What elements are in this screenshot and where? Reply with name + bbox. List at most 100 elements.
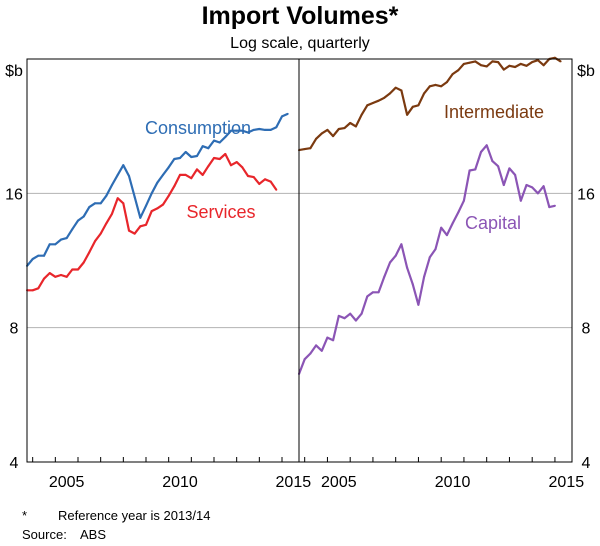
- data-point-consumption: [167, 166, 170, 169]
- data-point-consumption: [207, 147, 210, 150]
- data-point-services: [122, 202, 125, 205]
- data-point-services: [218, 158, 221, 160]
- data-point-capital: [354, 319, 357, 322]
- data-point-intermediate: [491, 60, 494, 63]
- data-point-services: [179, 173, 181, 176]
- data-point-services: [139, 225, 142, 228]
- data-point-intermediate: [406, 113, 409, 116]
- data-point-intermediate: [485, 65, 488, 68]
- data-point-capital: [337, 314, 340, 317]
- data-point-intermediate: [445, 81, 448, 84]
- data-point-consumption: [94, 202, 96, 205]
- data-point-services: [269, 180, 272, 183]
- data-point-consumption: [31, 258, 34, 260]
- data-point-capital: [377, 291, 380, 294]
- data-point-capital: [400, 243, 403, 246]
- data-point-services: [111, 212, 113, 215]
- data-point-intermediate: [497, 61, 500, 64]
- data-point-services: [94, 240, 96, 243]
- data-point-capital: [434, 248, 437, 251]
- data-point-intermediate: [474, 60, 477, 63]
- data-point-capital: [468, 169, 471, 172]
- data-point-capital: [525, 184, 528, 186]
- chart-title: Import Volumes*: [202, 2, 399, 30]
- data-point-capital: [326, 336, 329, 339]
- data-point-consumption: [230, 129, 232, 132]
- data-point-intermediate: [440, 85, 443, 88]
- data-point-capital: [371, 291, 374, 294]
- data-point-intermediate: [525, 64, 528, 67]
- data-point-services: [145, 223, 147, 226]
- data-point-intermediate: [542, 64, 545, 67]
- data-point-capital: [303, 358, 306, 361]
- data-point-capital: [451, 222, 454, 225]
- data-point-consumption: [60, 238, 62, 241]
- x-tick-label-right: 2010: [435, 474, 471, 491]
- data-point-services: [77, 268, 79, 271]
- source-label: Source:: [22, 527, 67, 542]
- data-point-services: [207, 165, 210, 168]
- data-point-consumption: [264, 128, 266, 131]
- data-point-capital: [553, 204, 556, 207]
- data-point-services: [71, 268, 74, 271]
- data-point-capital: [366, 295, 369, 298]
- data-point-capital: [519, 199, 522, 202]
- data-point-consumption: [196, 155, 198, 157]
- data-point-services: [82, 261, 85, 264]
- data-point-services: [99, 232, 102, 235]
- data-point-intermediate: [536, 59, 539, 62]
- data-point-capital: [428, 256, 431, 259]
- data-point-intermediate: [354, 125, 357, 128]
- data-point-capital: [411, 283, 414, 286]
- data-point-consumption: [105, 194, 108, 197]
- data-point-intermediate: [508, 64, 511, 67]
- data-point-capital: [531, 186, 534, 189]
- data-point-consumption: [252, 128, 255, 131]
- data-point-intermediate: [343, 127, 346, 130]
- y-unit-label-right: $b: [577, 63, 595, 80]
- data-point-consumption: [37, 254, 40, 257]
- data-point-services: [230, 164, 232, 167]
- data-point-capital: [406, 266, 409, 269]
- data-point-intermediate: [519, 62, 522, 65]
- data-point-consumption: [286, 112, 289, 115]
- x-tick-label-left: 2015: [276, 474, 312, 491]
- data-point-intermediate: [502, 68, 505, 71]
- data-point-capital: [502, 184, 505, 186]
- footnote-text: Reference year is 2013/14: [58, 508, 211, 523]
- data-point-consumption: [179, 157, 181, 159]
- data-point-capital: [542, 185, 545, 188]
- data-point-services: [235, 161, 238, 164]
- data-point-capital: [491, 160, 494, 163]
- data-point-consumption: [82, 215, 85, 218]
- data-point-consumption: [224, 136, 227, 138]
- data-point-capital: [440, 226, 443, 229]
- data-point-consumption: [235, 129, 238, 132]
- data-point-intermediate: [559, 60, 562, 63]
- data-point-services: [247, 175, 249, 177]
- data-point-intermediate: [423, 92, 426, 95]
- data-point-services: [184, 173, 187, 176]
- data-point-intermediate: [303, 148, 306, 151]
- data-point-intermediate: [451, 73, 454, 76]
- data-point-consumption: [133, 196, 136, 198]
- data-point-capital: [394, 254, 397, 257]
- data-point-consumption: [156, 181, 159, 184]
- data-point-consumption: [213, 139, 215, 142]
- data-point-services: [128, 229, 130, 232]
- data-point-services: [48, 272, 51, 275]
- data-point-capital: [309, 352, 312, 355]
- data-point-services: [264, 178, 266, 181]
- data-point-capital: [423, 275, 426, 278]
- data-point-services: [133, 232, 136, 235]
- data-point-consumption: [258, 128, 261, 130]
- data-point-capital: [457, 211, 460, 214]
- source-text: ABS: [80, 527, 107, 542]
- data-point-services: [167, 194, 170, 197]
- data-point-intermediate: [309, 147, 312, 150]
- data-point-services: [65, 275, 68, 278]
- data-point-intermediate: [480, 64, 482, 67]
- data-point-consumption: [54, 243, 57, 246]
- data-point-services: [43, 277, 45, 280]
- data-point-services: [275, 188, 278, 191]
